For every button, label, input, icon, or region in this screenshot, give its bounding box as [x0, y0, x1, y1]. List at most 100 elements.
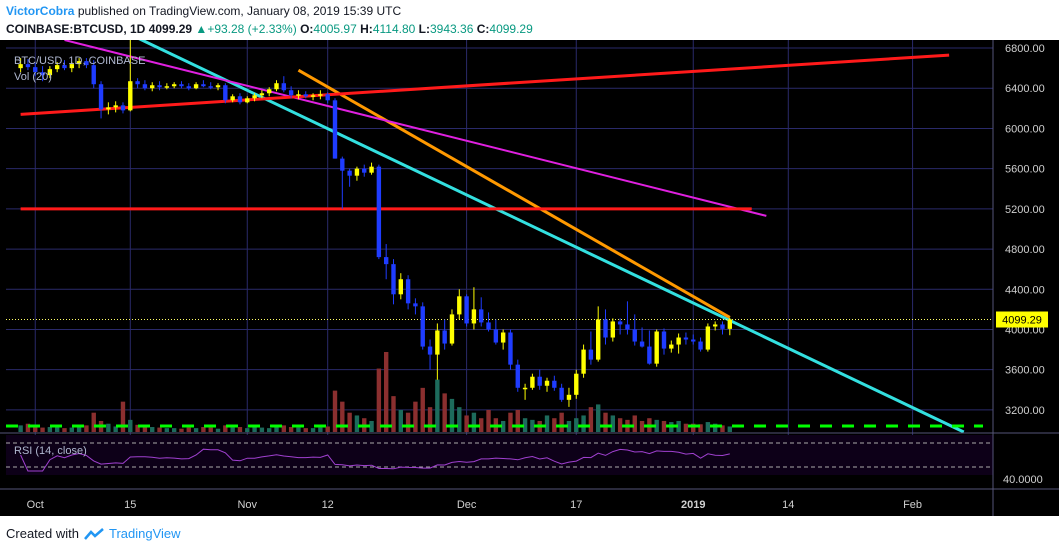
candle-body	[603, 319, 608, 338]
candle	[208, 82, 213, 90]
candle-body	[245, 98, 250, 103]
candle-body	[705, 326, 711, 350]
tradingview-logo-icon	[84, 527, 104, 540]
volume-bar	[471, 412, 477, 432]
candle	[193, 82, 199, 90]
candle-body	[347, 170, 352, 176]
volume-bar	[186, 427, 191, 432]
candle-body	[362, 168, 367, 173]
published-text: published on TradingView.com, January 08…	[77, 4, 402, 18]
candle-body	[552, 380, 557, 388]
author-link[interactable]: VictorCobra	[6, 4, 75, 18]
y-tick-label: 4800.00	[1005, 244, 1045, 256]
trendline-cyan[interactable]	[136, 36, 965, 434]
candle-body	[508, 332, 513, 365]
candle	[113, 101, 118, 113]
volume-bar	[76, 426, 82, 432]
candle	[610, 318, 616, 342]
volume-bar	[596, 404, 601, 432]
candle-body	[435, 330, 440, 355]
candle-body	[223, 85, 228, 101]
trendline-magenta[interactable]	[64, 39, 767, 217]
y-tick-label: 5600.00	[1005, 164, 1045, 176]
x-tick-label: 17	[570, 499, 582, 511]
chart-area[interactable]: 6800.00 6400.00 6000.00 5600.00 5200.00 4800.…	[0, 36, 1059, 516]
last-price-label: 4099.29	[1002, 314, 1042, 326]
price-chart[interactable]: 6800.00 6400.00 6000.00 5600.00 5200.00 4800.…	[0, 36, 1059, 516]
candle	[391, 259, 396, 305]
y-tick-label: 6800.00	[1005, 43, 1045, 55]
volume-bar	[588, 407, 594, 432]
volume-bar	[442, 393, 447, 432]
rsi-tick-label: 40.0000	[1003, 474, 1043, 486]
candle-body	[566, 394, 572, 400]
candle-body	[171, 84, 177, 87]
high-label: H:	[360, 22, 373, 36]
volume-bar	[164, 428, 170, 432]
x-tick-label: 15	[124, 499, 136, 511]
candle-body	[267, 89, 272, 94]
volume-bar	[712, 423, 718, 432]
candle-body	[259, 93, 265, 96]
legend-rsi: RSI (14, close)	[14, 445, 87, 457]
volume-bar	[120, 401, 126, 432]
candle-body	[164, 86, 170, 88]
candle	[442, 319, 447, 350]
candle-body	[179, 84, 184, 87]
trendline-red[interactable]	[20, 53, 950, 116]
candle	[427, 339, 433, 370]
volume-bar	[340, 401, 345, 432]
candle	[596, 306, 601, 362]
volume-bar	[508, 412, 513, 432]
candle	[647, 330, 652, 365]
volume-bar	[464, 415, 469, 432]
y-tick-label: 3600.00	[1005, 365, 1045, 377]
candle	[142, 80, 148, 91]
trendlines[interactable]	[6, 36, 993, 434]
candle	[522, 383, 528, 400]
candle-body	[457, 296, 462, 315]
candle	[632, 314, 637, 346]
candle	[201, 80, 206, 88]
volume-bar	[617, 418, 623, 432]
volume-bar	[639, 420, 645, 432]
volume-bar	[720, 425, 725, 432]
candle-body	[720, 324, 725, 329]
candle	[332, 98, 338, 159]
volume-bar	[259, 427, 265, 432]
x-tick-label: Feb	[903, 499, 922, 511]
volume-bar	[391, 396, 396, 432]
candle	[508, 329, 513, 370]
candle	[398, 273, 403, 300]
candle	[340, 156, 345, 209]
candle-body	[325, 94, 330, 101]
volume-bar	[574, 418, 579, 432]
up-arrow-icon: ▲	[195, 22, 208, 36]
candle-body	[230, 96, 235, 101]
y-tick-label: 5200.00	[1005, 204, 1045, 216]
candle	[464, 294, 469, 327]
volume-bars	[6, 352, 983, 432]
volume-bar	[479, 418, 484, 432]
volume-bar	[128, 419, 133, 432]
volume-bar	[288, 427, 294, 432]
trendline-orange[interactable]	[297, 68, 731, 319]
candle-body	[376, 166, 382, 258]
tradingview-brand[interactable]: TradingView	[108, 526, 181, 541]
candle	[405, 275, 411, 310]
candle	[76, 58, 82, 69]
volume-bar	[150, 427, 155, 432]
candle	[530, 373, 535, 390]
volume-bar	[698, 424, 703, 432]
candle	[288, 86, 294, 99]
volume-bar	[171, 428, 177, 432]
candle-body	[18, 64, 23, 69]
candle-body	[252, 95, 257, 99]
candle-body	[106, 107, 111, 110]
volume-bar	[603, 412, 608, 432]
candle	[661, 328, 667, 355]
candle	[303, 91, 308, 99]
candle	[120, 102, 126, 114]
candle-body	[113, 105, 118, 108]
candle	[559, 383, 564, 402]
